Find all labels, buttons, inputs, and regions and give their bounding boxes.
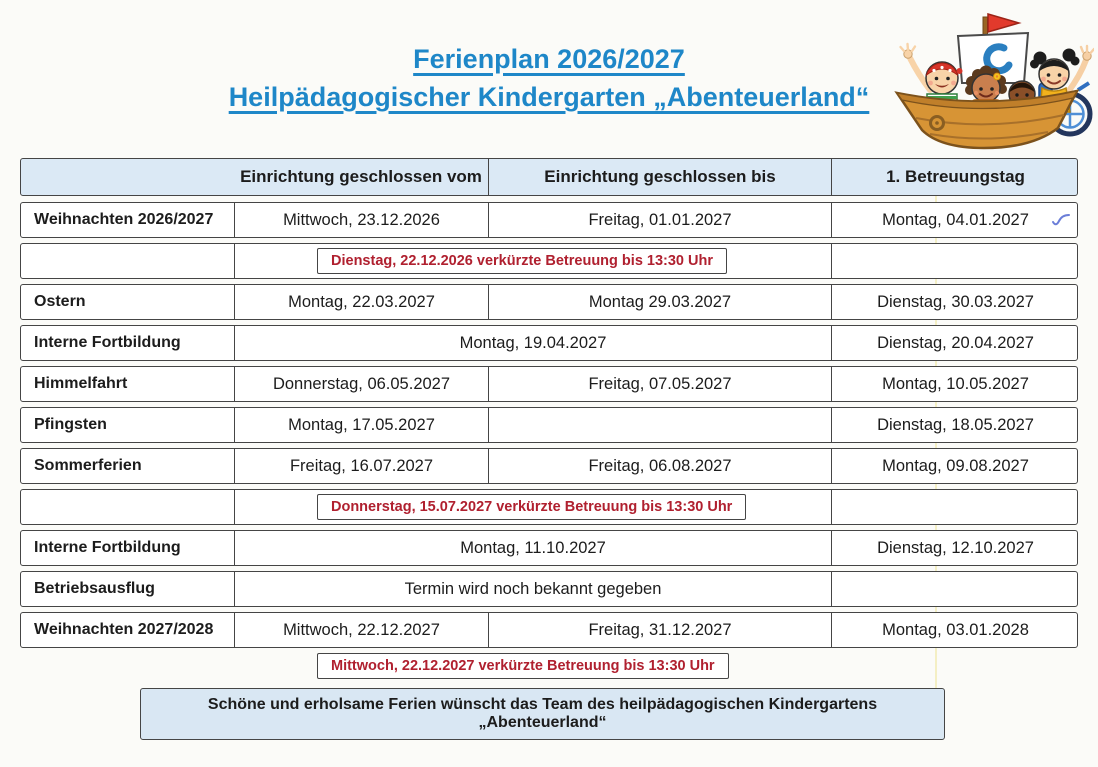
table-row-himmelfahrt: Himmelfahrt Donnerstag, 06.05.2027 Freit… bbox=[20, 366, 1078, 402]
page-title: Ferienplan 2026/2027 Heilpädagogischer K… bbox=[0, 40, 1098, 116]
event-name-cell: Sommerferien bbox=[34, 457, 142, 474]
table-note-row: Dienstag, 22.12.2026 verkürzte Betreuung… bbox=[20, 243, 1078, 279]
closed-from-cell: Mittwoch, 23.12.2026 bbox=[234, 203, 488, 237]
note-empty-cell bbox=[21, 490, 234, 524]
table-row-betriebsausflug: Betriebsausflug Termin wird noch bekannt… bbox=[20, 571, 1078, 607]
first-care-day-cell: Montag, 10.05.2027 bbox=[831, 367, 1079, 401]
reduced-care-note: Dienstag, 22.12.2026 verkürzte Betreuung… bbox=[317, 248, 727, 274]
event-name-cell: Ostern bbox=[34, 293, 86, 310]
event-name-cell: Interne Fortbildung bbox=[34, 334, 181, 351]
footer-message: Schöne und erholsame Ferien wünscht das … bbox=[140, 688, 945, 740]
first-care-day-cell: Dienstag, 30.03.2027 bbox=[831, 285, 1079, 319]
closed-from-cell: Freitag, 16.07.2027 bbox=[234, 449, 488, 483]
first-care-day-cell: Dienstag, 20.04.2027 bbox=[831, 326, 1079, 360]
event-name-cell: Interne Fortbildung bbox=[34, 539, 181, 556]
event-name-cell: Betriebsausflug bbox=[34, 580, 155, 597]
merged-date-cell: Montag, 11.10.2027 bbox=[234, 531, 831, 565]
table-row-weihnachten-2026: Weihnachten 2026/2027 Mittwoch, 23.12.20… bbox=[20, 202, 1078, 238]
title-line2: Heilpädagogischer Kindergarten „Abenteue… bbox=[228, 82, 870, 112]
header-closed-from: Einrichtung geschlossen vom bbox=[240, 167, 482, 186]
table-row-interne-fortbildung-1: Interne Fortbildung Montag, 19.04.2027 D… bbox=[20, 325, 1078, 361]
title-line1: Ferienplan 2026/2027 bbox=[413, 44, 685, 74]
table-note-row: Donnerstag, 15.07.2027 verkürzte Betreuu… bbox=[20, 489, 1078, 525]
note-cell: Dienstag, 22.12.2026 verkürzte Betreuung… bbox=[234, 244, 831, 278]
wooden-boat-hull-icon bbox=[894, 89, 1080, 150]
closed-from-cell: Mittwoch, 22.12.2027 bbox=[234, 613, 488, 647]
table-row-pfingsten: Pfingsten Montag, 17.05.2027 Dienstag, 1… bbox=[20, 407, 1078, 443]
first-care-day-cell: Montag, 04.01.2027 bbox=[831, 203, 1079, 237]
first-care-day-cell: Montag, 03.01.2028 bbox=[831, 613, 1079, 647]
table-row-interne-fortbildung-2: Interne Fortbildung Montag, 11.10.2027 D… bbox=[20, 530, 1078, 566]
closed-until-cell bbox=[488, 408, 831, 442]
event-name-cell: Weihnachten 2026/2027 bbox=[34, 211, 214, 228]
merged-date-cell: Montag, 19.04.2027 bbox=[234, 326, 831, 360]
red-flag-icon bbox=[987, 13, 1022, 33]
note-cell: Donnerstag, 15.07.2027 verkürzte Betreuu… bbox=[234, 490, 831, 524]
closed-until-cell: Montag 29.03.2027 bbox=[488, 285, 831, 319]
table-header-row: Einrichtung geschlossen vom Einrichtung … bbox=[20, 158, 1078, 196]
closed-from-cell: Montag, 17.05.2027 bbox=[234, 408, 488, 442]
note-empty-cell bbox=[831, 490, 1079, 524]
holiday-table: Einrichtung geschlossen vom Einrichtung … bbox=[20, 158, 1078, 740]
table-row-sommerferien: Sommerferien Freitag, 16.07.2027 Freitag… bbox=[20, 448, 1078, 484]
closed-until-cell: Freitag, 07.05.2027 bbox=[488, 367, 831, 401]
merged-date-cell: Termin wird noch bekannt gegeben bbox=[234, 572, 831, 606]
reduced-care-note: Donnerstag, 15.07.2027 verkürzte Betreuu… bbox=[317, 494, 747, 520]
reduced-care-note: Mittwoch, 22.12.2027 verkürzte Betreuung… bbox=[317, 653, 729, 679]
closed-until-cell: Freitag, 01.01.2027 bbox=[488, 203, 831, 237]
note-empty-cell bbox=[21, 244, 234, 278]
first-care-day-cell: Dienstag, 12.10.2027 bbox=[831, 531, 1079, 565]
closed-from-cell: Montag, 22.03.2027 bbox=[234, 285, 488, 319]
closed-until-cell: Freitag, 31.12.2027 bbox=[488, 613, 831, 647]
first-care-day-value: Montag, 04.01.2027 bbox=[882, 210, 1029, 229]
first-care-day-cell: Montag, 09.08.2027 bbox=[831, 449, 1079, 483]
pen-checkmark-icon bbox=[1052, 214, 1070, 226]
header-closed-until: Einrichtung geschlossen bis bbox=[488, 159, 831, 195]
standalone-note-row: Mittwoch, 22.12.2027 verkürzte Betreuung… bbox=[317, 653, 1078, 679]
closed-until-cell: Freitag, 06.08.2027 bbox=[488, 449, 831, 483]
table-row-ostern: Ostern Montag, 22.03.2027 Montag 29.03.2… bbox=[20, 284, 1078, 320]
event-name-cell: Pfingsten bbox=[34, 416, 107, 433]
table-row-weihnachten-2027: Weihnachten 2027/2028 Mittwoch, 22.12.20… bbox=[20, 612, 1078, 648]
first-care-day-cell bbox=[831, 572, 1079, 606]
closed-from-cell: Donnerstag, 06.05.2027 bbox=[234, 367, 488, 401]
header-empty-cell bbox=[21, 159, 234, 195]
event-name-cell: Himmelfahrt bbox=[34, 375, 128, 392]
event-name-cell: Weihnachten 2027/2028 bbox=[34, 621, 214, 638]
header-first-care-day: 1. Betreuungstag bbox=[831, 159, 1079, 195]
first-care-day-cell: Dienstag, 18.05.2027 bbox=[831, 408, 1079, 442]
note-empty-cell bbox=[831, 244, 1079, 278]
children-boat-illustration bbox=[894, 13, 1094, 150]
